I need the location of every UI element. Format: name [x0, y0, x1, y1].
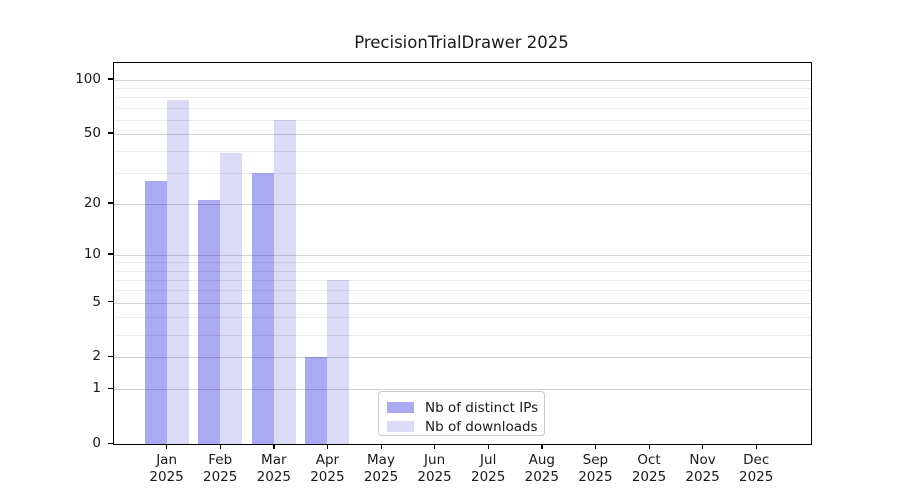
x-tick-label-apr: Apr 2025: [297, 452, 357, 486]
y-tick-mark: [108, 202, 113, 204]
gridline-50: [114, 133, 811, 135]
gridline-90: [114, 88, 811, 90]
y-tick-mark: [108, 78, 113, 80]
x-tick-mark: [487, 444, 489, 449]
x-tick-label-nov: Nov 2025: [673, 452, 733, 486]
x-tick-year: 2025: [417, 469, 452, 485]
legend-row: Nb of downloads: [387, 417, 544, 436]
x-tick-label-sep: Sep 2025: [565, 452, 625, 486]
bar-distinct-ips-mar: [251, 173, 274, 444]
x-tick-label-jul: Jul 2025: [458, 452, 518, 486]
bar-downloads-apr: [327, 279, 350, 444]
y-tick-mark: [108, 442, 113, 444]
bar-downloads-mar: [273, 119, 296, 444]
x-tick-year: 2025: [631, 469, 667, 485]
gridline-80: [114, 97, 811, 99]
x-tick-mark: [755, 444, 757, 449]
gridline-9: [114, 262, 811, 264]
gridline-4: [114, 317, 811, 318]
y-tick-mark: [108, 253, 113, 255]
x-tick-label-jun: Jun 2025: [405, 452, 465, 486]
y-tick-label: 1: [92, 380, 101, 397]
bar-distinct-ips-feb: [198, 200, 221, 444]
x-tick-label-aug: Aug 2025: [512, 452, 572, 486]
gridline-3: [114, 334, 811, 336]
x-tick-mark: [219, 444, 221, 449]
bar-downloads-jan: [166, 100, 189, 444]
plot-area: [113, 62, 812, 445]
bar-distinct-ips-apr: [305, 357, 328, 444]
legend-label-distinct-ips: Nb of distinct IPs: [425, 399, 539, 416]
legend-row: Nb of distinct IPs: [387, 398, 544, 417]
bar-downloads-feb: [220, 152, 243, 444]
y-tick-label: 0: [92, 435, 101, 451]
legend-label-downloads: Nb of downloads: [425, 418, 538, 435]
x-tick-mark: [702, 444, 704, 449]
y-tick-label: 100: [75, 70, 101, 87]
gridline-20: [114, 203, 811, 205]
y-tick-label: 50: [83, 124, 101, 141]
x-tick-year: 2025: [149, 469, 184, 485]
legend-swatch-distinct-ips: [387, 402, 414, 413]
gridline-10: [114, 254, 811, 256]
x-tick-label-mar: Mar 2025: [244, 452, 304, 486]
x-tick-year: 2025: [256, 469, 291, 485]
x-tick-mark: [541, 444, 543, 449]
gridline-70: [114, 107, 811, 109]
x-tick-label-oct: Oct 2025: [619, 452, 679, 486]
x-tick-mark: [380, 444, 382, 449]
gridline-8: [114, 270, 811, 272]
legend-swatch-downloads: [387, 421, 414, 432]
gridline-7: [114, 279, 811, 281]
x-tick-year: 2025: [203, 469, 238, 485]
x-tick-year: 2025: [471, 469, 506, 485]
x-tick-label-feb: Feb 2025: [190, 452, 250, 486]
x-tick-year: 2025: [363, 469, 399, 485]
x-tick-year: 2025: [685, 469, 720, 485]
gridline-1: [114, 389, 811, 391]
x-tick-mark: [434, 444, 436, 449]
gridline-6: [114, 290, 811, 292]
gridline-2: [114, 357, 811, 359]
x-tick-mark: [594, 444, 597, 449]
x-tick-label-dec: Dec 2025: [726, 452, 786, 486]
y-tick-mark: [108, 301, 113, 303]
x-tick-year: 2025: [578, 469, 613, 485]
gridline-60: [114, 119, 811, 121]
chart-title: PrecisionTrialDrawer 2025: [354, 33, 569, 52]
y-tick-mark: [108, 132, 113, 134]
x-tick-mark: [273, 444, 275, 449]
x-tick-year: 2025: [739, 469, 774, 485]
x-tick-label-jan: Jan 2025: [137, 452, 197, 486]
y-tick-mark: [108, 355, 113, 358]
y-tick-label: 20: [83, 194, 101, 211]
bar-distinct-ips-jan: [144, 181, 167, 444]
legend: Nb of distinct IPs Nb of downloads: [378, 391, 545, 436]
y-tick-mark: [108, 387, 113, 390]
y-tick-label: 10: [83, 245, 101, 262]
x-tick-mark: [648, 444, 650, 449]
x-tick-year: 2025: [310, 469, 345, 485]
x-tick-mark: [166, 444, 168, 449]
y-tick-label: 2: [92, 348, 101, 365]
gridline-100: [114, 79, 811, 81]
gridline-40: [114, 150, 811, 152]
y-tick-label: 5: [92, 293, 101, 310]
gridline-5: [114, 302, 811, 304]
x-tick-label-may: May 2025: [351, 452, 411, 486]
gridline-30: [114, 173, 811, 175]
x-tick-mark: [326, 444, 329, 449]
x-tick-year: 2025: [524, 469, 559, 485]
